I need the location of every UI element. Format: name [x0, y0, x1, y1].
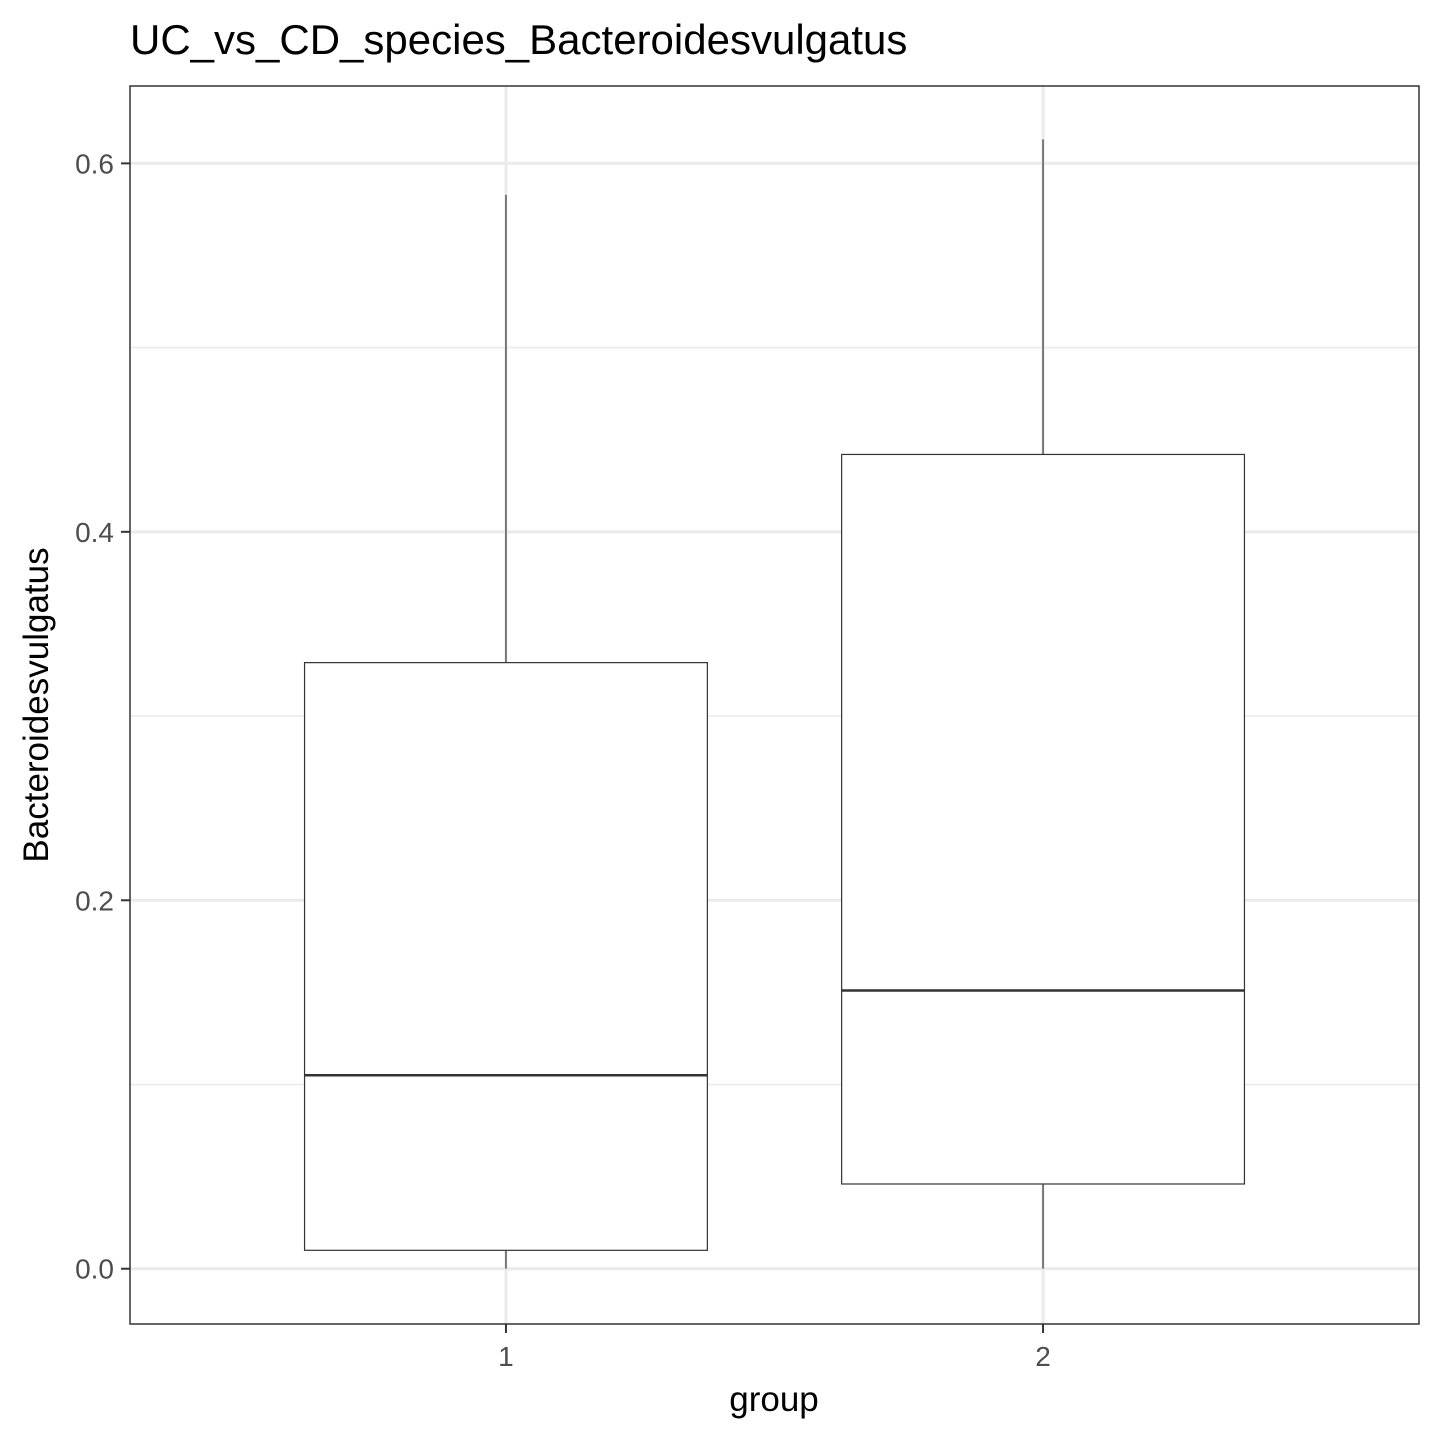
y-tick-label: 0.4: [75, 517, 114, 548]
x-tick-label: 1: [498, 1341, 514, 1372]
x-tick-label: 2: [1035, 1341, 1051, 1372]
y-tick-label: 0.0: [75, 1254, 114, 1285]
boxes: [303, 139, 1246, 1269]
box-group-2: [841, 139, 1246, 1269]
y-tick-label: 0.6: [75, 148, 114, 179]
x-axis-title: group: [729, 1380, 819, 1419]
box: [303, 662, 708, 1251]
box-group-1: [303, 194, 708, 1269]
y-axis-title: Bacteroidesvulgatus: [17, 547, 56, 862]
chart-title: UC_vs_CD_species_Bacteroidesvulgatus: [130, 16, 907, 63]
y-tick-label: 0.2: [75, 885, 114, 916]
panel-border: [129, 85, 1420, 1325]
axes: 0.0 0.2 0.4 0.6 1 2: [75, 148, 1051, 1372]
box: [841, 453, 1246, 1185]
